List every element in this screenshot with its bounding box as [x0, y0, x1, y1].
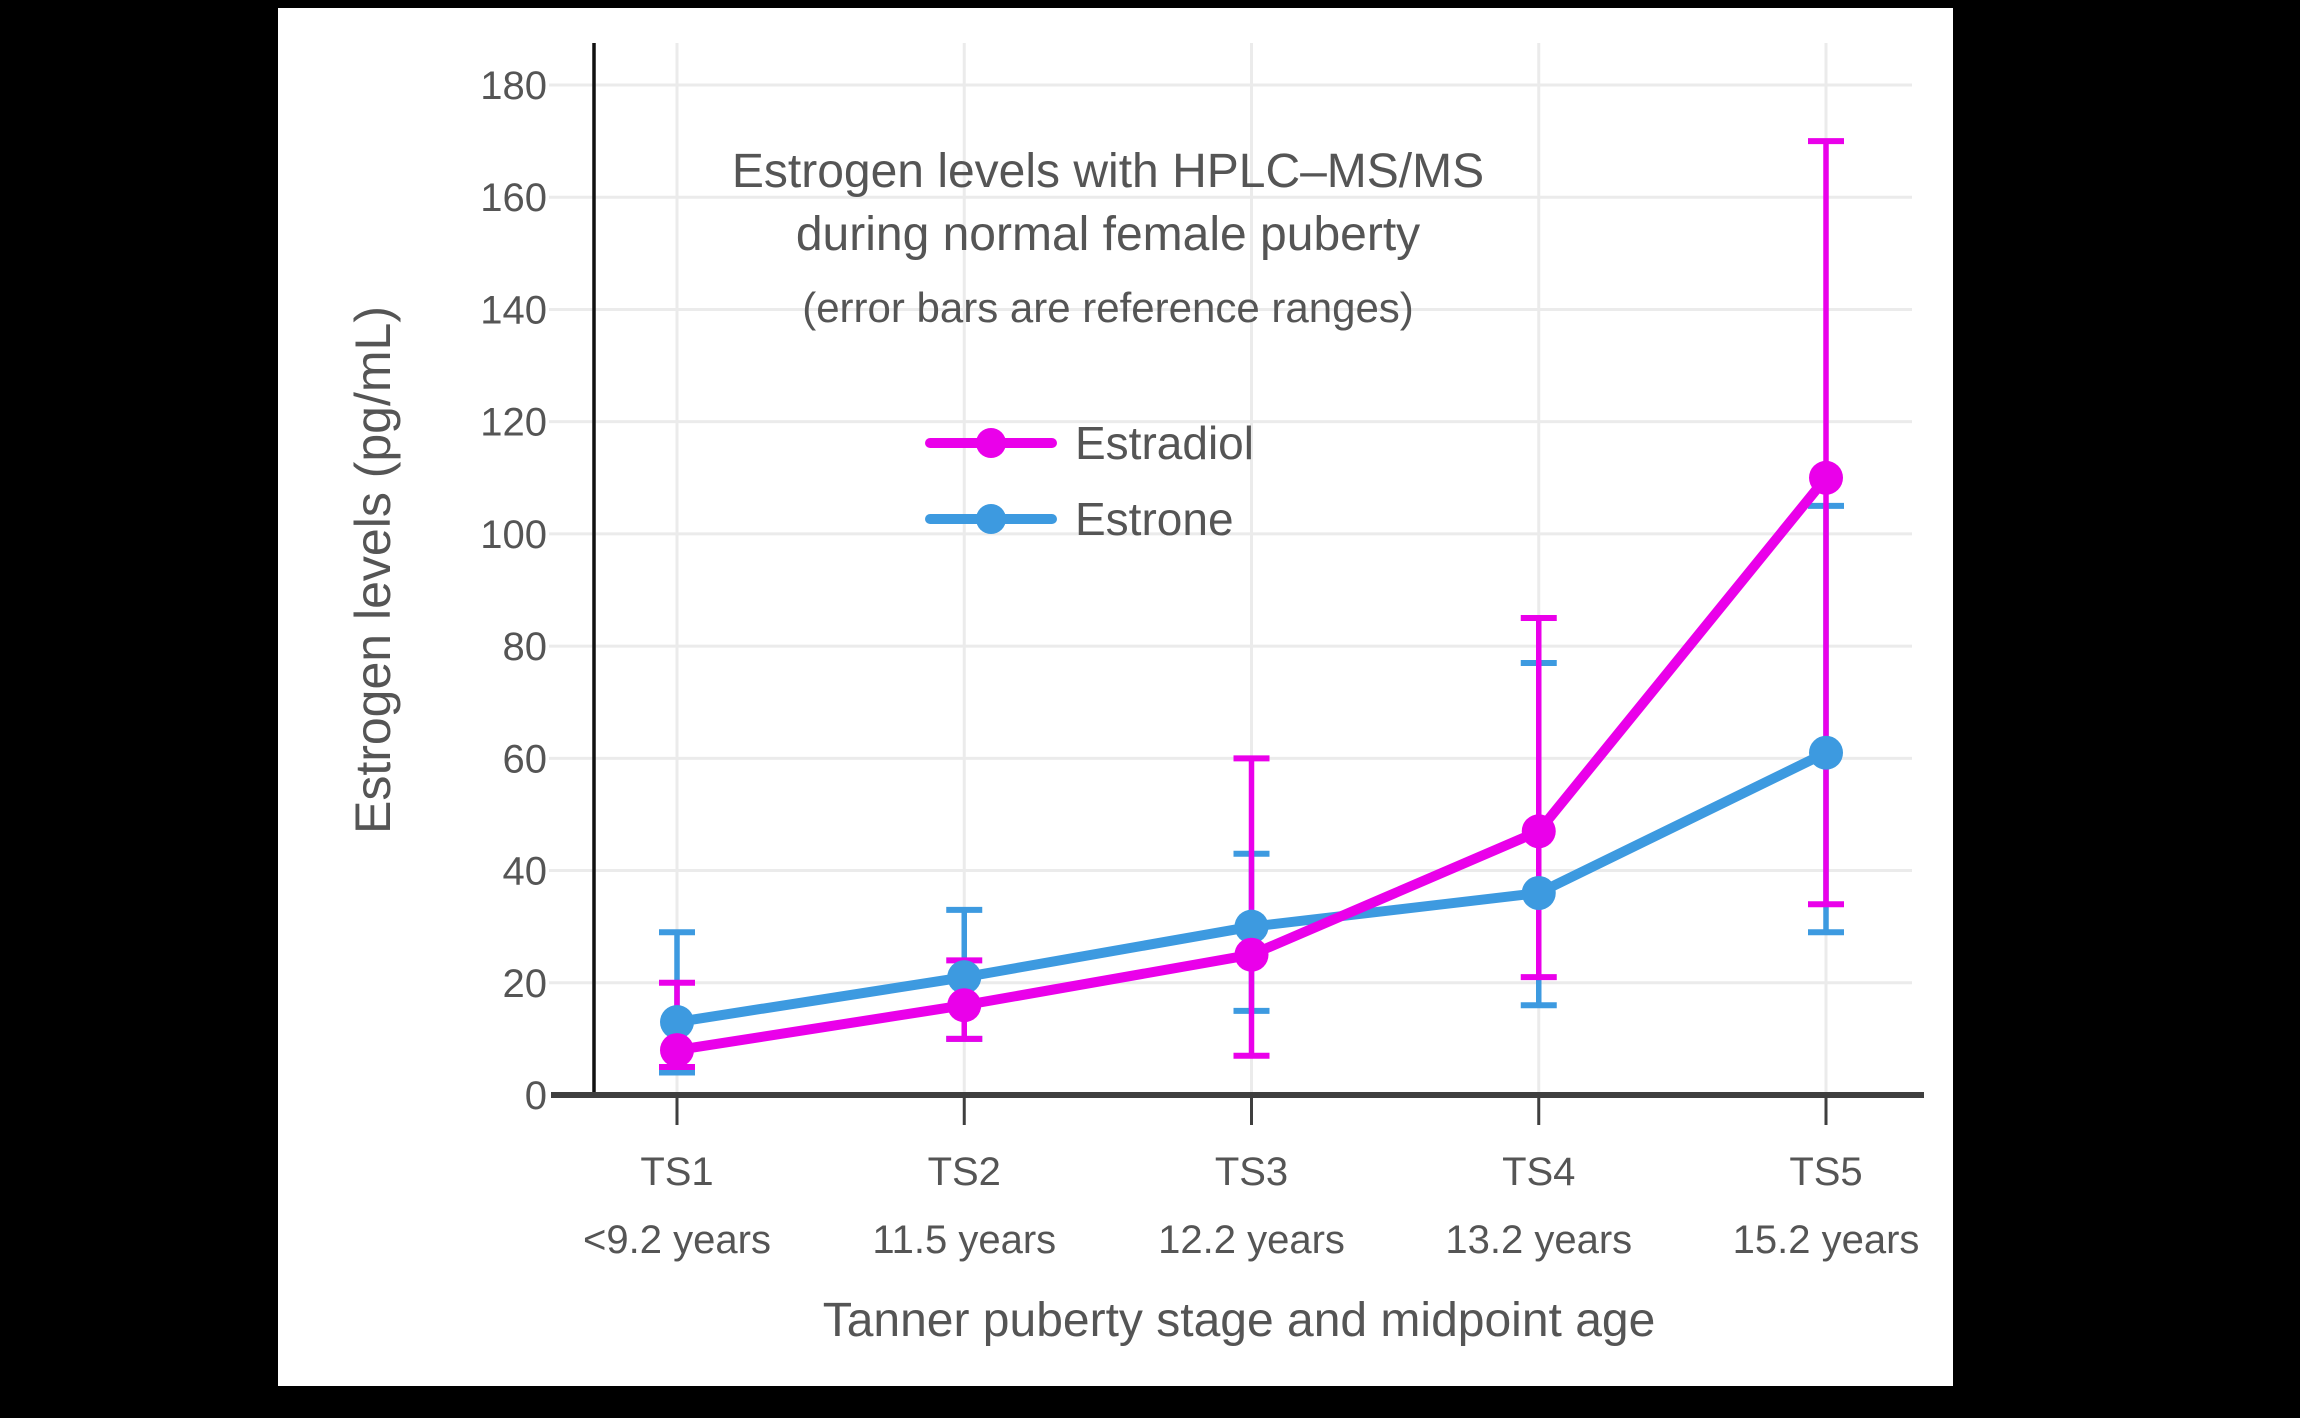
data-point-estradiol: [1521, 814, 1556, 849]
x-tick-label: TS3: [1215, 1150, 1288, 1194]
data-point-estrone: [1234, 909, 1269, 944]
data-point-estradiol: [1234, 937, 1269, 972]
legend: Estradiol Estrone: [925, 417, 1254, 545]
data-point-estradiol: [947, 988, 982, 1023]
legend-marker-estrone: [976, 504, 1006, 534]
tick-labels: 0 20 40 60 80 100 120 140 160 180 TS1 TS2 TS3 TS4 TS5 <…: [480, 64, 1919, 1262]
y-tick-label: 40: [503, 850, 548, 894]
legend-label-estrone: Estrone: [1075, 493, 1234, 545]
y-tick-label: 160: [480, 176, 547, 220]
data-point-estrone: [1521, 876, 1556, 910]
x-tick-label: TS2: [928, 1150, 1001, 1194]
y-axis-title: Estrogen levels (pg/mL): [345, 306, 401, 834]
x-tick-sublabel: 13.2 years: [1445, 1218, 1632, 1262]
x-tick-sublabel: 15.2 years: [1733, 1218, 1920, 1262]
x-tick-label: TS5: [1789, 1150, 1862, 1194]
data-point-estradiol: [660, 1033, 694, 1068]
y-tick-label: 180: [480, 64, 547, 108]
chart-subtitle: (error bars are reference ranges): [802, 284, 1414, 331]
x-tick-sublabel: 12.2 years: [1158, 1218, 1345, 1262]
data-point-estradiol: [1809, 460, 1843, 495]
y-tick-label: 120: [480, 401, 547, 445]
y-tick-label: 100: [480, 513, 547, 557]
y-tick-label: 80: [503, 625, 548, 669]
chart-panel: [278, 8, 1953, 1386]
x-tick-sublabel: <9.2 years: [583, 1218, 771, 1262]
series-markers: [660, 460, 1843, 1068]
chart-title-line2: during normal female puberty: [796, 208, 1420, 261]
x-tick-sublabel: 11.5 years: [872, 1218, 1056, 1262]
x-tick-label: TS1: [640, 1150, 713, 1194]
y-tick-label: 0: [525, 1074, 547, 1118]
gridlines: [549, 43, 1912, 1095]
y-tick-label: 20: [503, 962, 548, 1006]
y-tick-label: 60: [503, 737, 548, 781]
x-tick-label: TS4: [1502, 1150, 1575, 1194]
data-point-estrone: [660, 1005, 694, 1040]
chart-title-line1: Estrogen levels with HPLC–MS/MS: [732, 145, 1484, 198]
legend-label-estradiol: Estradiol: [1075, 417, 1254, 469]
y-tick-label: 140: [480, 288, 547, 332]
legend-marker-estradiol: [976, 428, 1006, 458]
data-point-estrone: [1809, 735, 1843, 770]
axes: [551, 43, 1924, 1125]
x-axis-title: Tanner puberty stage and midpoint age: [823, 1294, 1656, 1347]
data-point-estrone: [947, 960, 982, 995]
